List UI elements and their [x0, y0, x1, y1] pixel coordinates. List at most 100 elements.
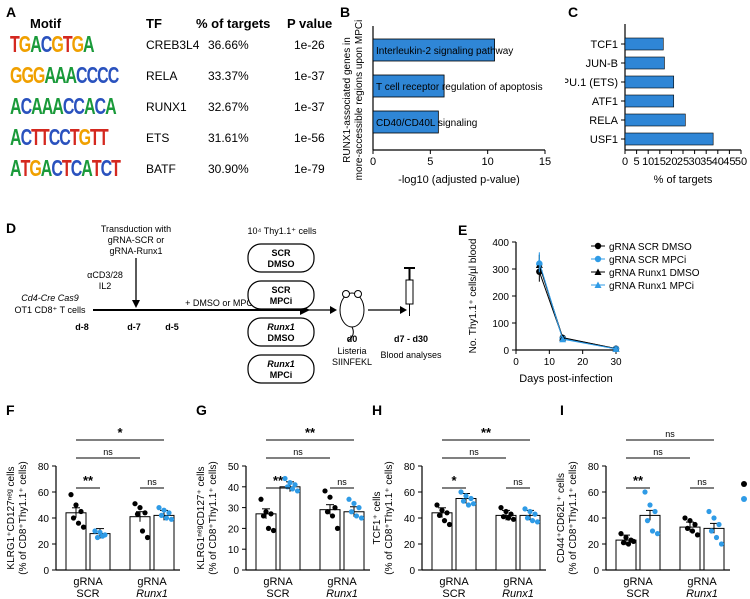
data-point — [73, 502, 79, 508]
legend-mpci-marker — [741, 496, 747, 502]
bar — [129, 516, 151, 571]
data-point — [500, 514, 507, 520]
data-point — [463, 493, 469, 499]
panel-label-b: B — [340, 4, 351, 20]
e-y-axis-label: No. Thy1.1⁺ cells/µl blood — [468, 239, 479, 354]
header-pct: % of targets — [196, 16, 271, 31]
syringe-icon — [404, 267, 415, 316]
c-x-tick-label: 0 — [622, 156, 628, 168]
panel-d-schematic: Cd4-Cre Cas9 OT1 CD8⁺ T cells αCD3/28 IL… — [15, 224, 442, 384]
group-label-2: DMSO — [268, 259, 295, 269]
bar — [431, 512, 453, 571]
e-x-axis-label: Days post-infection — [519, 373, 613, 385]
dmso-mpci-label: + DMSO or MPCi — [185, 298, 255, 308]
data-point — [620, 540, 627, 546]
e-x-tick-label: 30 — [610, 357, 622, 368]
data-point — [166, 510, 172, 516]
y-tick-label: 80 — [404, 462, 416, 473]
panel-label-d: D — [6, 220, 17, 236]
data-point — [498, 505, 504, 511]
day-d7-d30: d7 - d30 — [394, 334, 428, 344]
group-label: gRNA — [137, 576, 167, 588]
panel-a-motif-table: Motif TF % of targets P value TGACGTGA CR… — [0, 0, 335, 200]
sig-label: * — [117, 425, 123, 440]
data-point — [137, 505, 143, 511]
e-legend-label: gRNA SCR MPCi — [609, 255, 686, 266]
data-point — [353, 513, 360, 519]
data-point — [282, 475, 288, 482]
c-category-label: JUN-B — [586, 58, 618, 70]
trans-line-2: gRNA-SCR or — [108, 235, 165, 245]
legend-dmso-marker — [741, 481, 747, 487]
y-tick-label: 40 — [228, 483, 240, 494]
data-point — [144, 534, 151, 541]
bar — [255, 513, 277, 571]
data-point — [689, 528, 696, 534]
data-point — [132, 501, 138, 507]
y-tick-label: 0 — [233, 566, 239, 577]
y-axis-label-2: (% of CD8⁺Thy1.1⁺ cells) — [384, 461, 395, 574]
sig-label: * — [451, 473, 457, 488]
day-d-5: d-5 — [165, 322, 179, 332]
group-capsule — [247, 317, 315, 347]
data-point — [708, 528, 715, 534]
data-point — [532, 511, 538, 517]
listeria-1: Listeria — [337, 346, 366, 356]
group-label-sub: SCR — [626, 588, 649, 599]
data-point — [70, 515, 77, 521]
group-label: gRNA — [73, 576, 103, 588]
mouse-icon — [339, 290, 365, 342]
group-label: gRNA — [327, 576, 357, 588]
data-point — [503, 508, 509, 515]
c-category-label: TCF1 — [591, 39, 619, 51]
group-label-1: SCR — [271, 248, 291, 258]
group-label: gRNA — [687, 576, 717, 588]
data-point — [78, 508, 84, 515]
y-tick-label: 80 — [38, 462, 50, 473]
p-value: 1e-37 — [294, 100, 325, 114]
y-tick-label: 30 — [228, 504, 240, 515]
e-x-tick-label: 10 — [544, 357, 556, 368]
y-axis-label-1: KLRG1ⁿᵉᵍCD127⁺ cells — [196, 466, 207, 569]
c-x-tick-label: 20 — [665, 156, 677, 168]
e-legend-label: gRNA Runx1 DMSO — [609, 268, 700, 279]
sig-label: ** — [83, 473, 94, 488]
group-label: gRNA — [503, 576, 533, 588]
y-tick-label: 40 — [38, 514, 50, 525]
e-series-line — [538, 264, 617, 350]
bar — [495, 514, 517, 571]
panel-h-chart: 0 20 40 60 80 TCF1⁺ cells (% of CD8⁺Thy1.1⁺ ce… — [372, 425, 546, 599]
b-bar — [372, 110, 439, 134]
data-point — [434, 502, 440, 508]
y-tick-label: 80 — [588, 462, 600, 473]
c-bar — [624, 94, 675, 108]
b-bar-label: Interleukin-2 signaling pathway — [376, 46, 513, 57]
data-point — [139, 528, 146, 534]
data-point — [630, 538, 637, 544]
data-point — [168, 516, 175, 522]
group-capsule — [247, 280, 315, 310]
data-point — [718, 541, 725, 547]
data-point — [263, 509, 269, 515]
y-tick-label: 50 — [228, 462, 240, 473]
data-point — [156, 505, 162, 511]
data-point — [332, 505, 338, 511]
group-label-2: MPCi — [270, 296, 293, 306]
listeria-2: SIINFEKL — [332, 357, 372, 367]
svg-text:more-accessible regions upon M: more-accessible regions upon MPCi — [354, 20, 365, 181]
data-point — [142, 510, 148, 516]
group-label-2: MPCi — [270, 370, 293, 380]
b-x-tick-label: 15 — [539, 156, 551, 168]
panel-f-chart: 0 20 40 60 80 KLRG1⁺CD127ⁿᵉᵍ cells (% of CD8⁺T… — [6, 425, 180, 599]
c-x-tick-label: 25 — [677, 156, 689, 168]
e-legend-label: gRNA SCR DMSO — [609, 242, 692, 253]
data-point — [508, 511, 514, 517]
trans-line-3: gRNA-Runx1 — [109, 246, 162, 256]
panel-label-e: E — [458, 222, 468, 238]
p-value: 1e-26 — [294, 38, 325, 52]
data-point — [99, 533, 106, 539]
motif-logo: ACAAACCACA — [10, 95, 117, 120]
data-point — [458, 489, 464, 495]
y-tick-label: 40 — [404, 514, 416, 525]
data-point — [68, 492, 74, 498]
